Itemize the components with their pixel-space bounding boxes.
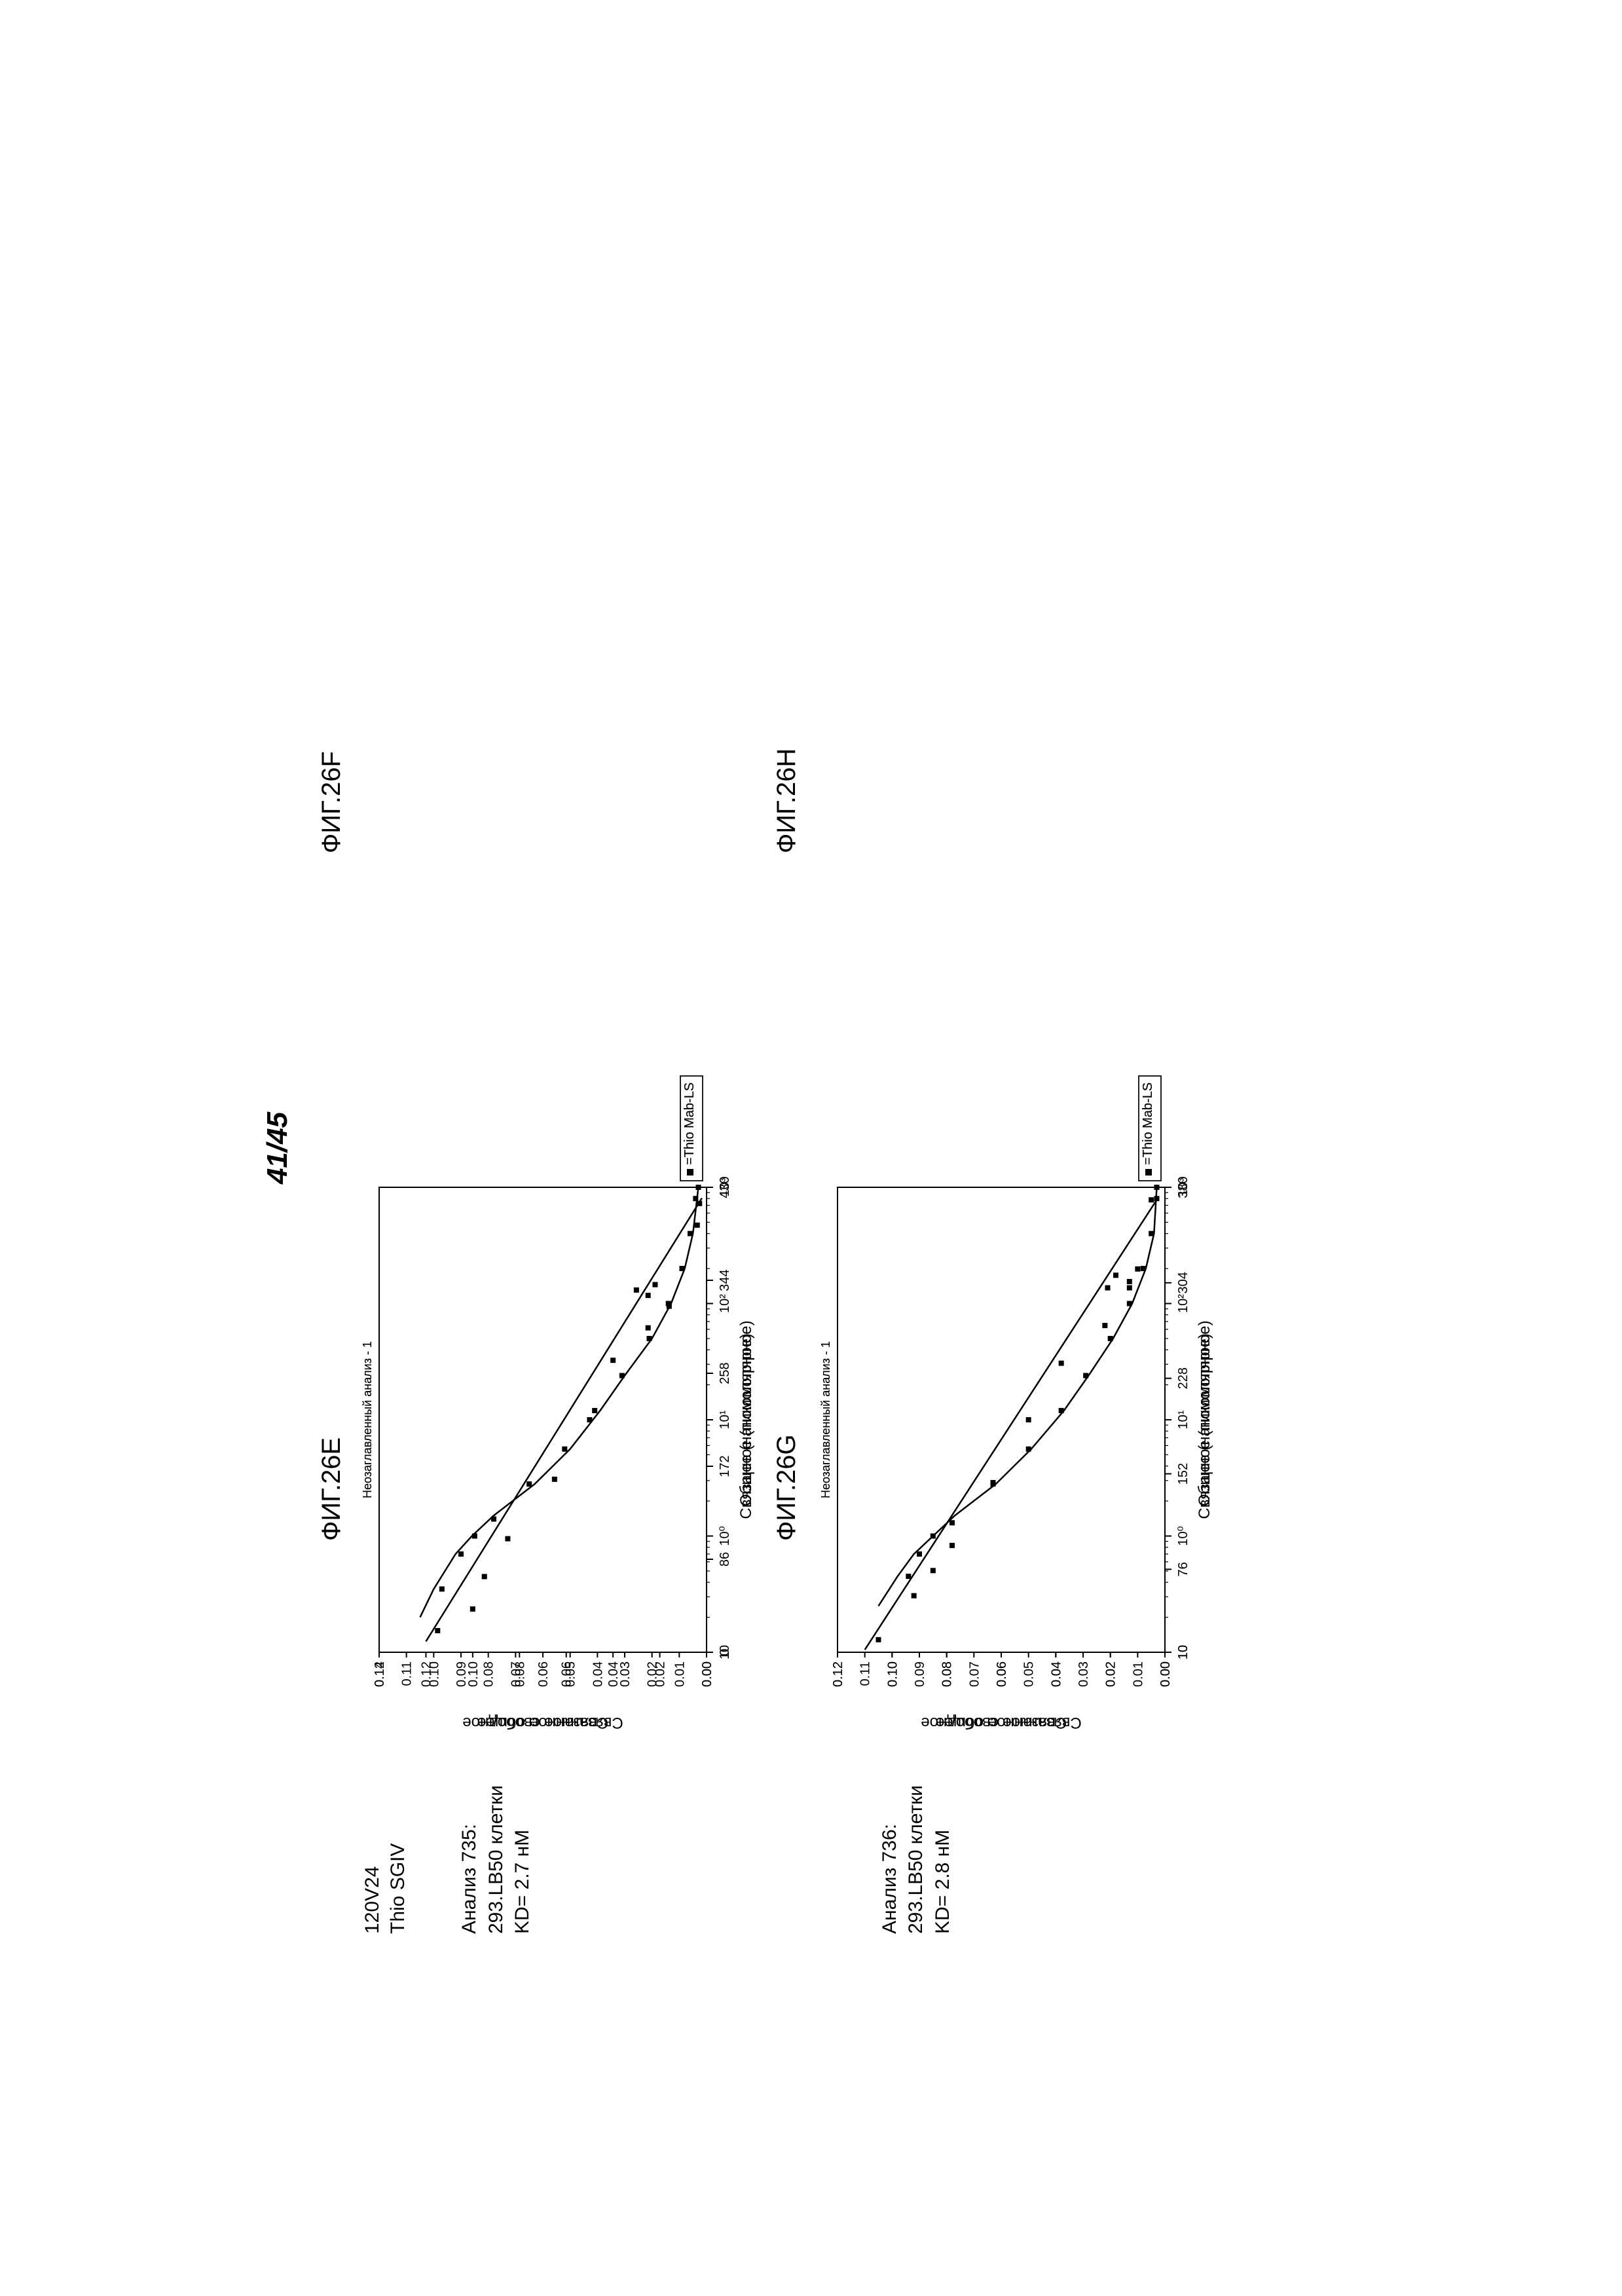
svg-text:=Thio Mab-LS: =Thio Mab-LS xyxy=(682,1083,697,1165)
analysis-kd: KD= 2.8 нМ xyxy=(929,1750,956,1934)
svg-text:Связанное свободное: Связанное свободное xyxy=(921,1714,1081,1731)
svg-text:0.10: 0.10 xyxy=(885,1661,900,1687)
svg-text:228: 228 xyxy=(1176,1367,1190,1389)
fig-title-G: ФИГ.26G xyxy=(772,1434,802,1541)
svg-text:0.12: 0.12 xyxy=(419,1661,433,1687)
svg-text:0.02: 0.02 xyxy=(653,1661,667,1687)
svg-text:Неозаглавленный анализ - 1: Неозаглавленный анализ - 1 xyxy=(361,1341,374,1498)
svg-text:0.00: 0.00 xyxy=(700,1661,714,1687)
svg-text:Связанное (пикомолярное): Связанное (пикомолярное) xyxy=(737,1320,755,1519)
svg-text:0.04: 0.04 xyxy=(1049,1661,1063,1687)
svg-text:0: 0 xyxy=(718,1648,732,1656)
analysis-cells: 293.LB50 клетки xyxy=(483,1750,509,1934)
fig-title-F: ФИГ.26F xyxy=(317,751,346,853)
svg-text:430: 430 xyxy=(718,1176,732,1198)
left-label-column: 120V24 Thio SGIV Анализ 735: 293.LB50 кл… xyxy=(353,1750,982,1934)
charts-area: ФИГ.26E ФИГ.26F ФИГ.26G ФИГ.26H Неозагла… xyxy=(353,362,1270,1737)
analysis-kd: KD= 2.7 нМ xyxy=(509,1750,536,1934)
svg-text:0.06: 0.06 xyxy=(995,1661,1009,1687)
svg-text:Неозаглавленный анализ - 1: Неозаглавленный анализ - 1 xyxy=(819,1341,832,1498)
variant-name: Thio SGIV xyxy=(385,1750,411,1934)
svg-text:258: 258 xyxy=(718,1362,732,1384)
chart-H: Неозаглавленный анализ - 1 0.00 0.02 0.04 0.… xyxy=(811,1069,1230,1737)
fig-title-E: ФИГ.26E xyxy=(317,1437,346,1541)
svg-text:0.14: 0.14 xyxy=(373,1661,387,1687)
svg-text:=Thio Mab-LS: =Thio Mab-LS xyxy=(1141,1083,1155,1165)
analysis-cells: 293.LB50 клетки xyxy=(903,1750,930,1934)
svg-text:0.12: 0.12 xyxy=(831,1661,845,1687)
analysis-label: Анализ 735: xyxy=(456,1750,483,1934)
svg-text:0.06: 0.06 xyxy=(559,1661,574,1687)
svg-text:10: 10 xyxy=(1176,1645,1190,1659)
analysis-736: Анализ 736: 293.LB50 клетки KD= 2.8 нМ xyxy=(876,1750,956,1934)
svg-text:Связанное (пикомолярное): Связанное (пикомолярное) xyxy=(1196,1320,1213,1519)
svg-text:0.08: 0.08 xyxy=(940,1661,954,1687)
compound-label: 120V24 Thio SGIV xyxy=(359,1750,411,1934)
svg-text:0.02: 0.02 xyxy=(1103,1661,1118,1687)
svg-text:380: 380 xyxy=(1176,1176,1190,1198)
svg-text:86: 86 xyxy=(718,1552,732,1566)
svg-text:76: 76 xyxy=(1176,1562,1190,1576)
svg-text:304: 304 xyxy=(1176,1272,1190,1293)
svg-text:344: 344 xyxy=(718,1269,732,1291)
page-number: 41/45 xyxy=(261,1112,294,1184)
svg-text:0.10: 0.10 xyxy=(466,1661,480,1687)
svg-text:172: 172 xyxy=(718,1455,732,1477)
compound-name: 120V24 xyxy=(359,1750,385,1934)
svg-text:0.08: 0.08 xyxy=(513,1661,527,1687)
page-content: 41/45 120V24 Thio SGIV Анализ 735: 293.L… xyxy=(353,362,1270,1934)
svg-text:152: 152 xyxy=(1176,1463,1190,1485)
analysis-735: Анализ 735: 293.LB50 клетки KD= 2.7 нМ xyxy=(456,1750,536,1934)
svg-text:0.00: 0.00 xyxy=(1158,1661,1173,1687)
analysis-label: Анализ 736: xyxy=(876,1750,903,1934)
chart-F: Неозаглавленный анализ - 1 0.00 0.02 0.04 0.… xyxy=(353,1069,772,1737)
svg-text:Связанное свободное: Связанное свободное xyxy=(462,1714,623,1731)
fig-title-H: ФИГ.26H xyxy=(772,749,802,853)
svg-text:0.04: 0.04 xyxy=(606,1661,621,1687)
